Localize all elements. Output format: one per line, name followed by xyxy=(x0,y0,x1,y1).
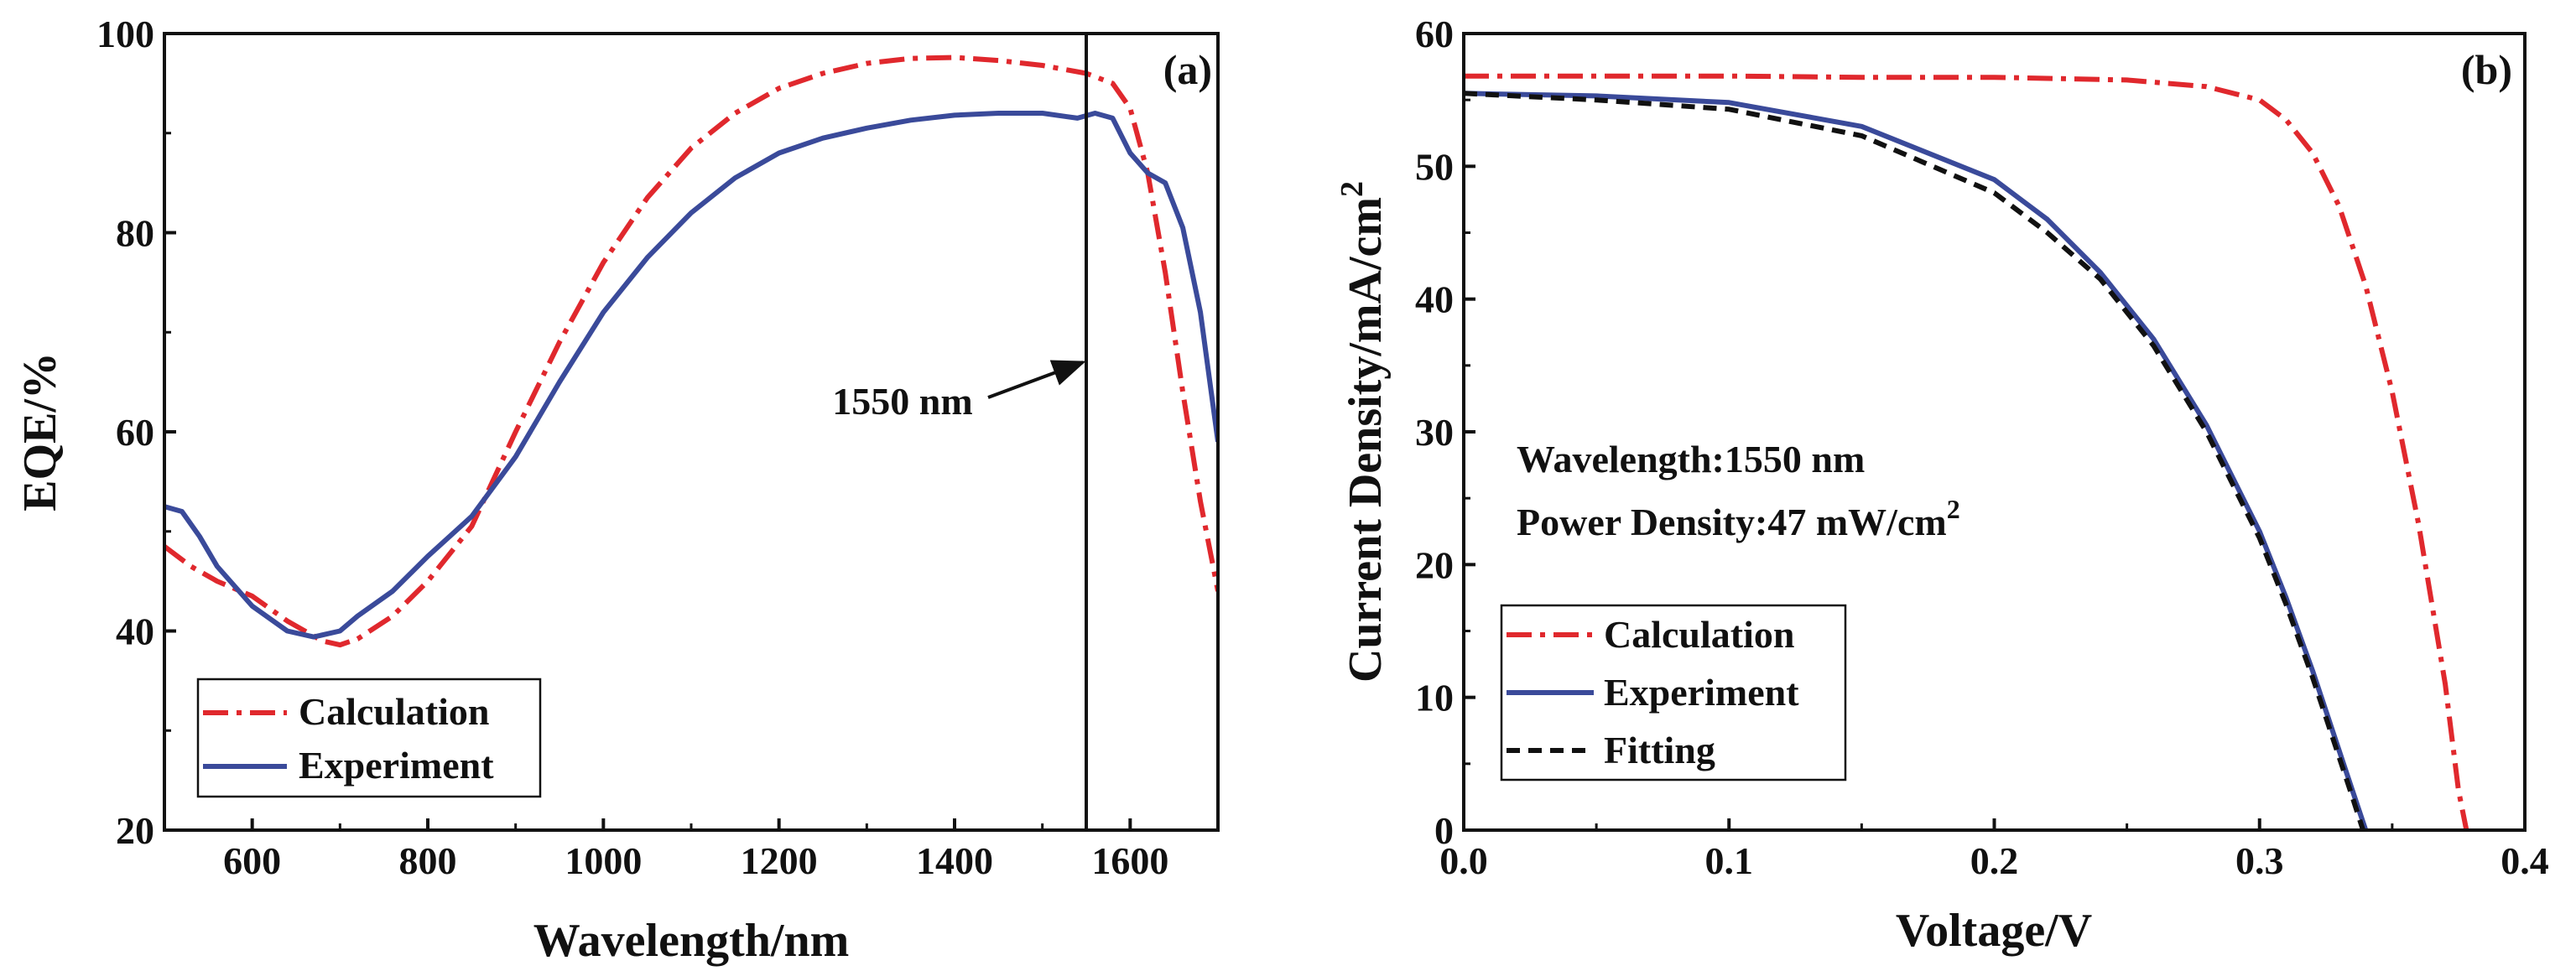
y-axis-title-b: Current Density/mA/cm2 xyxy=(1335,181,1392,683)
x-axis-title-a: Wavelength/nm xyxy=(533,915,849,967)
x-tick-label: 0.4 xyxy=(2501,839,2549,882)
x-tick-label: 800 xyxy=(399,839,457,882)
panel-label-b: (b) xyxy=(2461,46,2512,93)
legend-label-calculation: Calculation xyxy=(299,690,489,733)
y-tick-label: 10 xyxy=(1415,677,1454,719)
series-line-experiment xyxy=(164,111,1218,640)
series-line-calculation xyxy=(1464,73,2469,830)
y-tick-label: 40 xyxy=(1415,278,1454,321)
x-axis-title-b: Voltage/V xyxy=(1896,905,2092,957)
y-tick-label: 50 xyxy=(1415,145,1454,188)
y-tick-label: 0 xyxy=(1434,809,1454,852)
chart-panel-a: 600 800 1000 1200 1400 1600 20 40 60 80 100 (a) 15… xyxy=(14,13,1220,967)
series-lines-b xyxy=(1464,73,2469,830)
annotation-arrow xyxy=(987,360,1086,399)
x-tick-label: 0.1 xyxy=(1705,839,1754,882)
legend-label-calculation-b: Calculation xyxy=(1604,613,1794,656)
y-tick-label: 30 xyxy=(1415,411,1454,454)
y-tick-label: 100 xyxy=(96,13,154,55)
y-axis-title-b-superscript: 2 xyxy=(1335,181,1370,197)
series-line-fitting xyxy=(1464,91,2365,830)
power-density-superscript: 2 xyxy=(1947,494,1960,524)
ticks-a: 600 800 1000 1200 1400 1600 20 40 60 80 100 xyxy=(96,13,1168,882)
y-axis-title-a: EQE/% xyxy=(14,352,66,511)
wavelength-annotation: 1550 nm xyxy=(832,380,972,423)
x-tick-label: 1200 xyxy=(741,839,818,882)
x-tick-label: 600 xyxy=(223,839,281,882)
y-tick-label: 20 xyxy=(1415,543,1454,586)
series-line-calculation xyxy=(164,55,1218,648)
legend-label-experiment: Experiment xyxy=(299,744,494,787)
plot-frame-b xyxy=(1462,32,2527,832)
x-tick-label: 0.3 xyxy=(2235,839,2284,882)
legend-b: Calculation Experiment Fitting xyxy=(1500,604,1847,781)
wavelength-info: Wavelength:1550 nm xyxy=(1517,438,1865,480)
x-tick-label: 1400 xyxy=(916,839,993,882)
x-tick-label: 0.0 xyxy=(1439,839,1488,882)
legend-label-experiment-b: Experiment xyxy=(1604,671,1799,714)
x-tick-label: 1600 xyxy=(1091,839,1168,882)
x-tick-label: 0.2 xyxy=(1970,839,2019,882)
power-density-info-text: Power Density:47 mW/cm xyxy=(1517,501,1947,543)
y-tick-label: 80 xyxy=(116,212,154,255)
series-lines-a xyxy=(164,55,1218,648)
panel-label-a: (a) xyxy=(1163,46,1212,93)
y-tick-label: 40 xyxy=(116,610,154,653)
power-density-info: Power Density:47 mW/cm2 xyxy=(1517,494,1960,543)
legend-box-a xyxy=(196,678,542,798)
plot-frame-a xyxy=(163,32,1220,832)
legend-a: Calculation Experiment xyxy=(196,678,542,798)
legend-label-fitting-b: Fitting xyxy=(1604,729,1715,771)
chart-panel-b: 0.0 0.1 0.2 0.3 0.4 0 10 20 30 40 50 60 (b) Wavelen… xyxy=(1335,13,2549,957)
x-tick-label: 1000 xyxy=(565,839,642,882)
y-axis-title-b-text: Current Density/mA/cm xyxy=(1340,197,1392,683)
y-tick-label: 20 xyxy=(116,809,154,852)
ticks-b: 0.0 0.1 0.2 0.3 0.4 0 10 20 30 40 50 60 xyxy=(1415,13,2549,882)
wavelength-info-text: Wavelength:1550 nm xyxy=(1517,438,1865,480)
y-tick-label: 60 xyxy=(1415,13,1454,55)
y-tick-label: 60 xyxy=(116,411,154,454)
